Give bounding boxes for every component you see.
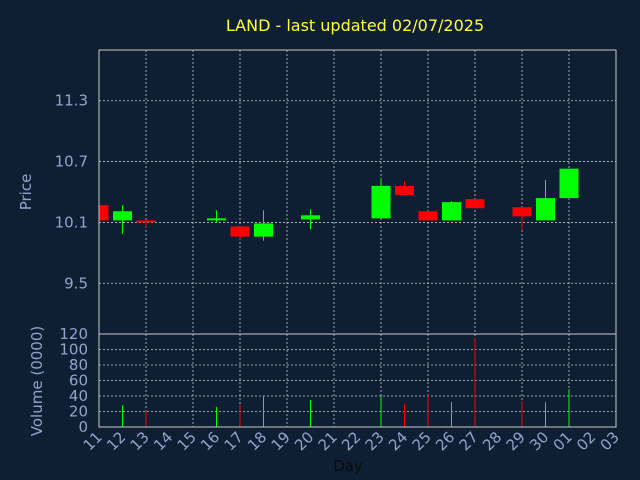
volume-plot-frame <box>98 333 617 428</box>
price-candles <box>99 168 579 241</box>
x-tick-label: 20 <box>291 428 317 454</box>
price-axis-label: Price <box>17 174 35 211</box>
volume-y-tick-label: 120 <box>59 325 88 343</box>
candle-down <box>395 185 414 196</box>
x-tick-label: 16 <box>197 428 223 454</box>
candle-up <box>442 202 461 221</box>
x-tick-label: 23 <box>362 428 388 454</box>
x-ticks: 1112131415161718192021222324252627282930… <box>80 428 623 454</box>
x-tick-label: 02 <box>573 428 599 454</box>
x-tick-label: 25 <box>409 428 435 454</box>
candle-up <box>254 223 273 237</box>
candle-up <box>207 218 226 221</box>
candle-down <box>418 211 438 221</box>
x-tick-label: 12 <box>103 428 129 454</box>
x-tick-label: 19 <box>268 428 294 454</box>
x-tick-label: 01 <box>550 428 576 454</box>
x-tick-label: 26 <box>432 428 458 454</box>
volume-axis-label: Volume (0000) <box>28 326 46 436</box>
candle-down <box>136 220 156 223</box>
price-y-tick-label: 10.1 <box>55 213 88 231</box>
candle-up <box>536 198 555 221</box>
price-plot-frame <box>98 49 617 335</box>
candle-down <box>465 199 485 209</box>
x-tick-label: 22 <box>338 428 364 454</box>
x-tick-label: 28 <box>479 428 505 454</box>
x-tick-label: 30 <box>526 428 552 454</box>
price-y-tick-label: 11.3 <box>55 92 88 110</box>
price-y-tick-label: 9.5 <box>64 274 88 292</box>
price-grid <box>99 50 616 334</box>
volume-y-tick-label: 20 <box>69 403 88 421</box>
candle-up <box>371 185 391 219</box>
candle-down <box>512 207 532 217</box>
x-tick-label: 14 <box>150 428 176 454</box>
volume-y-tick-label: 80 <box>69 356 88 374</box>
x-tick-label: 18 <box>244 428 270 454</box>
x-tick-label: 13 <box>127 428 153 454</box>
price-y-tick-label: 10.7 <box>55 153 88 171</box>
x-tick-label: 24 <box>385 428 411 454</box>
candle-down <box>99 205 109 221</box>
volume-y-tick-label: 40 <box>69 387 88 405</box>
x-tick-label: 03 <box>597 428 623 454</box>
chart-title: LAND - last updated 02/07/2025 <box>226 16 484 35</box>
x-tick-label: 27 <box>456 428 482 454</box>
candle-up <box>113 211 132 221</box>
candle-down <box>230 226 250 237</box>
volume-bars <box>122 337 570 427</box>
candle-up <box>559 168 579 199</box>
x-tick-label: 17 <box>221 428 247 454</box>
volume-grid <box>99 334 616 427</box>
volume-y-tick-label: 60 <box>69 372 88 390</box>
x-tick-label: 21 <box>315 428 341 454</box>
x-axis-label: Day <box>333 457 363 475</box>
volume-y-tick-label: 100 <box>59 341 88 359</box>
candle-up <box>301 215 320 220</box>
x-tick-label: 15 <box>174 428 200 454</box>
x-tick-label: 29 <box>503 428 529 454</box>
volume-y-tick-label: 0 <box>78 418 88 436</box>
price-y-ticks: 9.5 10.1 10.7 11.3 <box>55 92 88 293</box>
